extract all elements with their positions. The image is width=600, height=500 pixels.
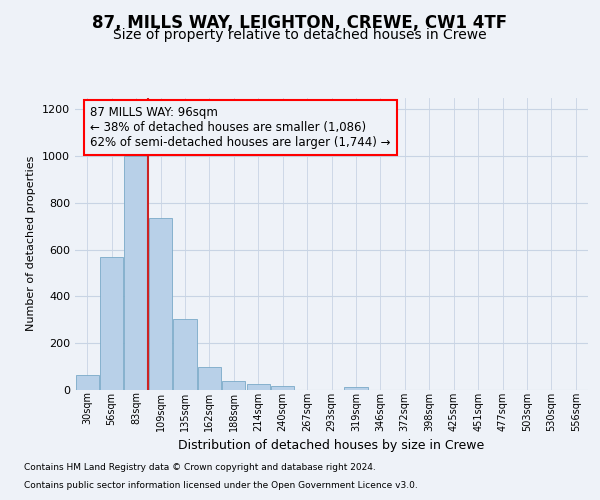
Text: Contains HM Land Registry data © Crown copyright and database right 2024.: Contains HM Land Registry data © Crown c… bbox=[24, 464, 376, 472]
Bar bbox=[222, 382, 245, 390]
Bar bbox=[271, 386, 294, 390]
Bar bbox=[76, 376, 99, 390]
Y-axis label: Number of detached properties: Number of detached properties bbox=[26, 156, 37, 332]
Bar bbox=[124, 156, 148, 390]
X-axis label: Distribution of detached houses by size in Crewe: Distribution of detached houses by size … bbox=[178, 439, 485, 452]
Text: Size of property relative to detached houses in Crewe: Size of property relative to detached ho… bbox=[113, 28, 487, 42]
Bar bbox=[247, 384, 270, 390]
Text: 87, MILLS WAY, LEIGHTON, CREWE, CW1 4TF: 87, MILLS WAY, LEIGHTON, CREWE, CW1 4TF bbox=[92, 14, 508, 32]
Text: 87 MILLS WAY: 96sqm
← 38% of detached houses are smaller (1,086)
62% of semi-det: 87 MILLS WAY: 96sqm ← 38% of detached ho… bbox=[91, 106, 391, 150]
Bar bbox=[149, 218, 172, 390]
Bar bbox=[344, 387, 368, 390]
Bar bbox=[173, 320, 197, 390]
Text: Contains public sector information licensed under the Open Government Licence v3: Contains public sector information licen… bbox=[24, 481, 418, 490]
Bar bbox=[100, 258, 123, 390]
Bar bbox=[198, 368, 221, 390]
